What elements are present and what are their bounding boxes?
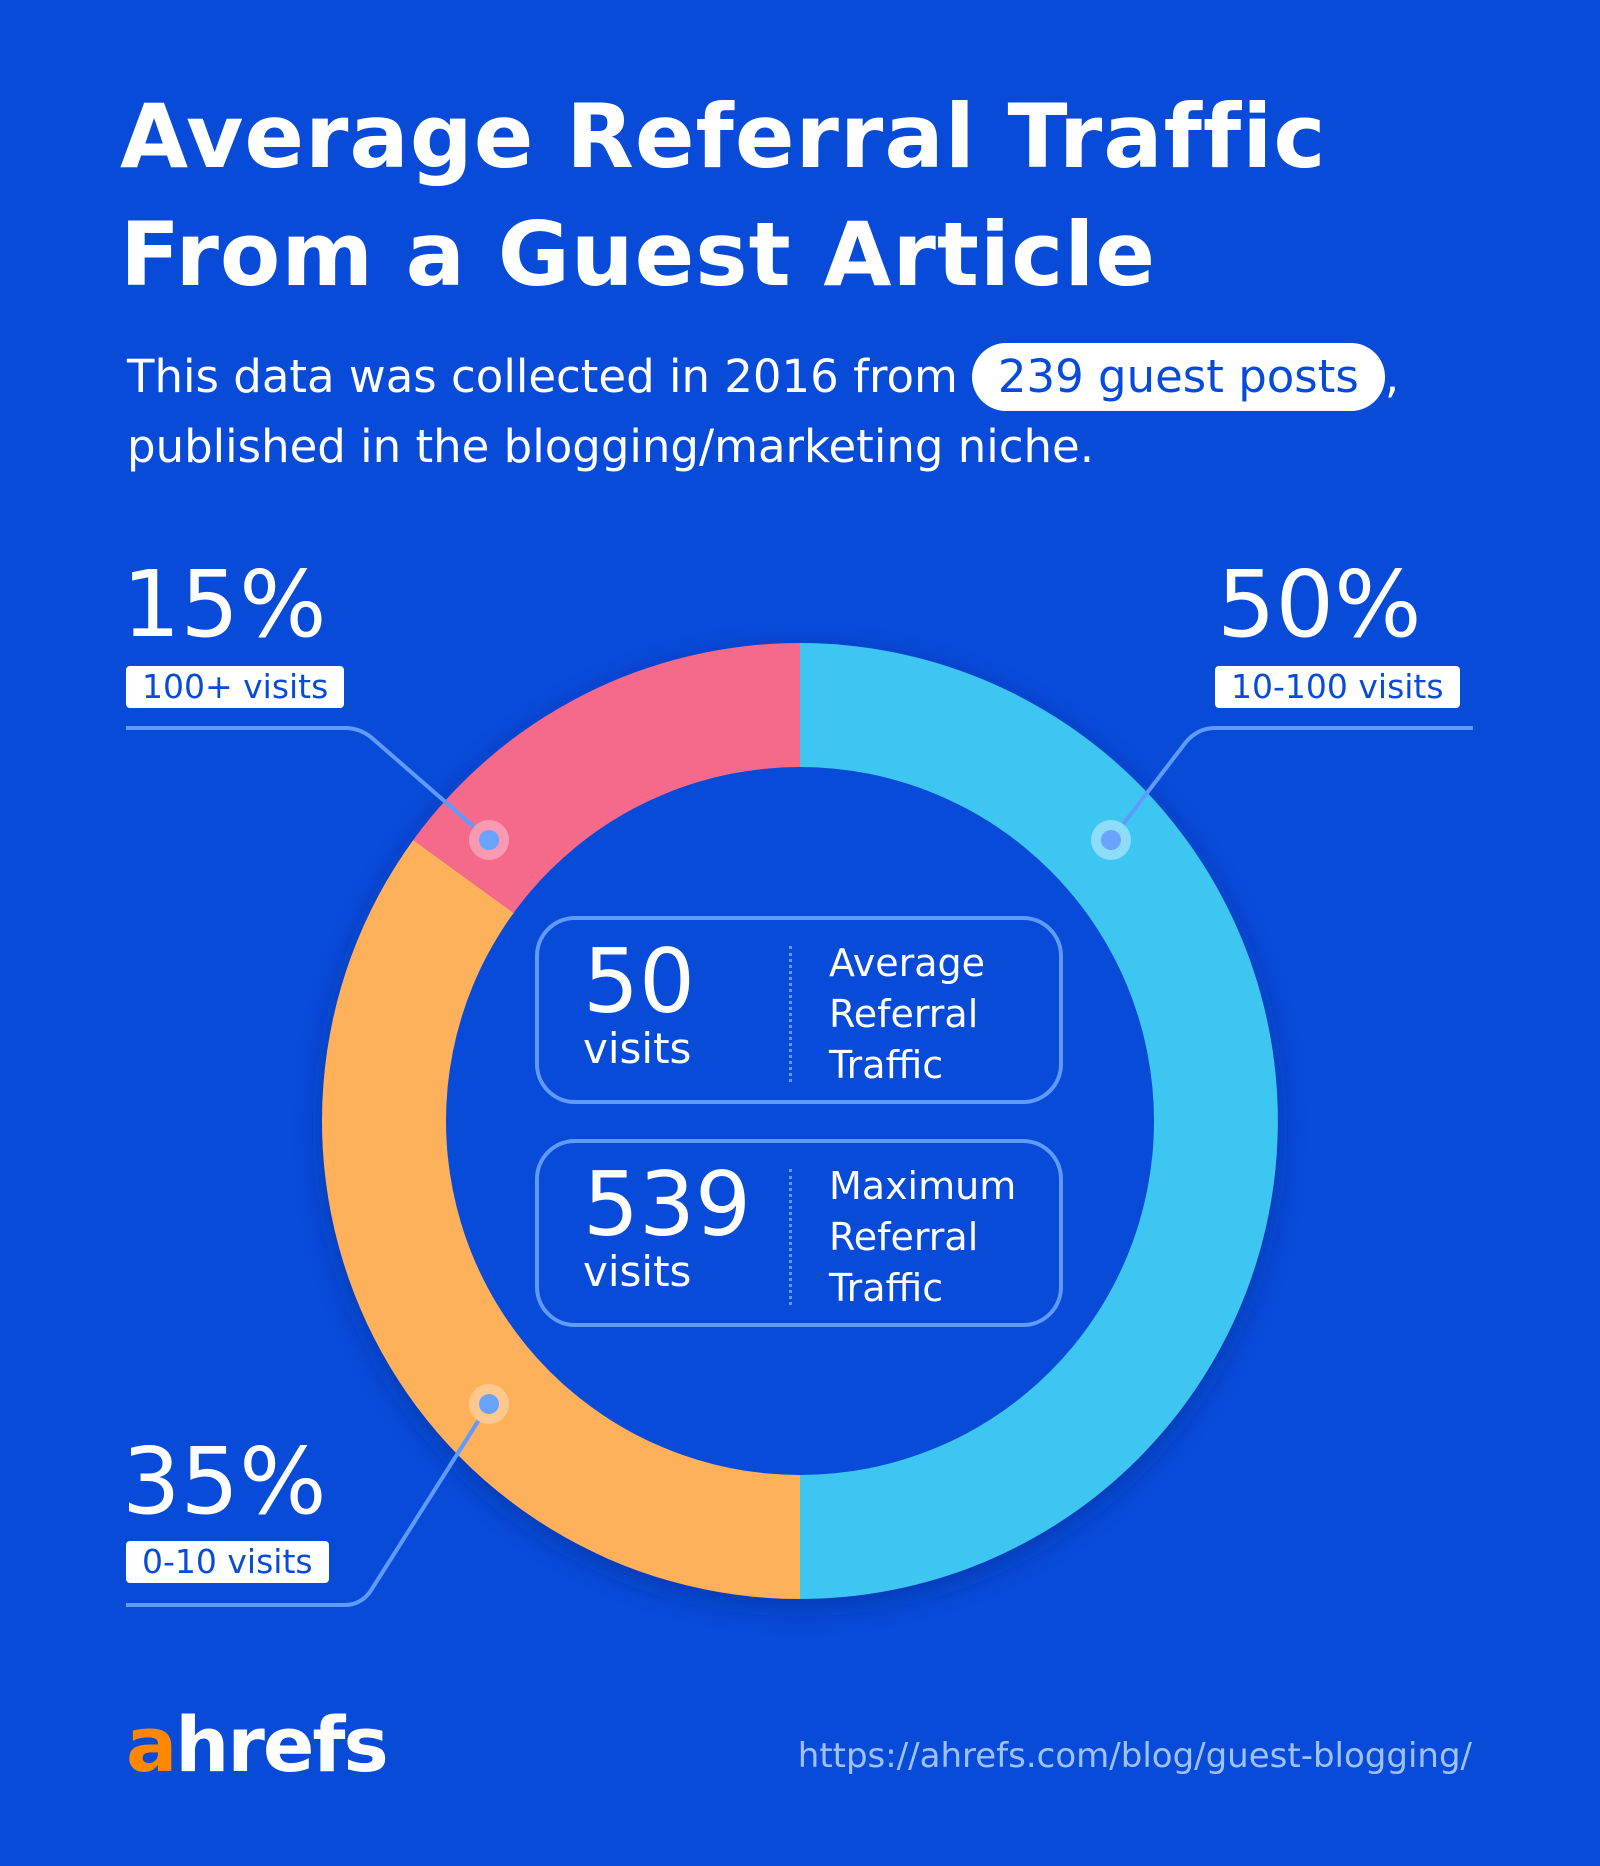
stat-value: 539 (583, 1153, 751, 1256)
percent-label-100plus: 15% (122, 551, 327, 658)
chart-title: Average Referral Traffic From a Guest Art… (120, 78, 1327, 314)
leader-dot (479, 830, 499, 850)
title-line-1: Average Referral Traffic (120, 85, 1327, 188)
guest-posts-pill: 239 guest posts (971, 343, 1385, 411)
dotted-divider (789, 946, 792, 1082)
source-url: https://ahrefs.com/blog/guest-blogging/ (797, 1736, 1472, 1776)
subtitle-line-2: published in the blogging/marketing nich… (127, 420, 1094, 473)
stat-box-average: 50 visits Average Referral Traffic (535, 916, 1063, 1104)
category-label-10-100: 10-100 visits (1215, 666, 1460, 708)
logo-a: a (126, 1700, 177, 1789)
donut-hole (446, 767, 1154, 1475)
ahrefs-logo: ahrefs (126, 1700, 389, 1789)
stat-unit: visits (583, 1024, 692, 1073)
category-label-100plus: 100+ visits (126, 666, 345, 708)
dotted-divider (789, 1169, 792, 1305)
subtitle: This data was collected in 2016 from 239 … (127, 342, 1527, 482)
subtitle-text: This data was collected in 2016 from (127, 350, 958, 403)
leader-line (126, 726, 491, 842)
stat-value: 50 (583, 930, 695, 1033)
title-line-2: From a Guest Article (120, 203, 1157, 306)
logo-rest: hrefs (175, 1700, 388, 1789)
category-label-0-10: 0-10 visits (126, 1541, 329, 1583)
stat-label: Average Referral Traffic (829, 941, 986, 1087)
stat-label: Maximum Referral Traffic (829, 1164, 1017, 1310)
leader-dot (479, 1394, 499, 1414)
leader-line (1109, 726, 1473, 842)
leader-dot (1101, 830, 1121, 850)
percent-label-0-10: 35% (122, 1428, 327, 1535)
stat-unit: visits (583, 1247, 692, 1296)
subtitle-comma: , (1384, 350, 1400, 403)
percent-label-10-100: 50% (1217, 551, 1422, 658)
stat-box-maximum: 539 visits Maximum Referral Traffic (535, 1139, 1063, 1327)
leader-line (126, 1402, 491, 1607)
